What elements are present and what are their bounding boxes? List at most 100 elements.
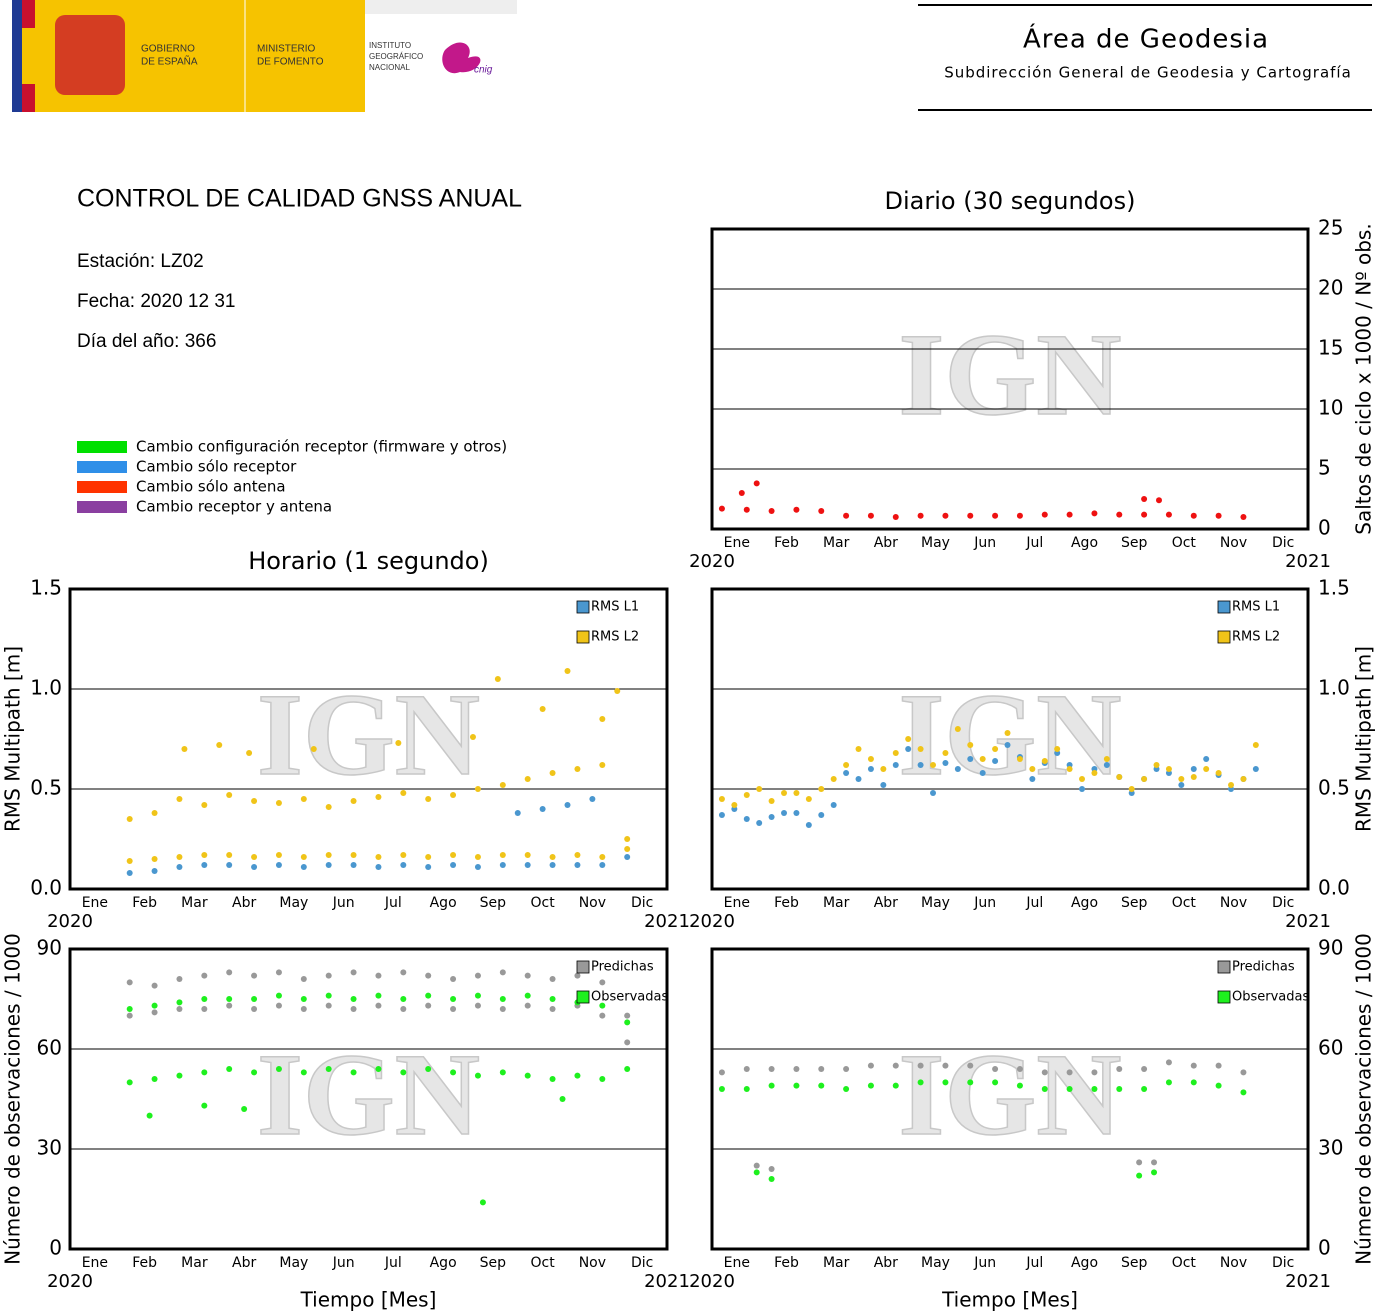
data-point <box>201 862 208 868</box>
year-label: 2020 <box>689 1271 735 1292</box>
y-tick-label: 1.0 <box>30 676 62 700</box>
data-point <box>176 999 183 1006</box>
legend-label: RMS L1 <box>1232 600 1280 615</box>
x-tick-label: Abr <box>874 1255 898 1271</box>
data-point <box>892 1062 899 1069</box>
data-point <box>474 1002 481 1009</box>
data-point <box>954 726 961 732</box>
data-point <box>1041 758 1048 764</box>
legend-swatch <box>1217 960 1231 974</box>
x-tick-label: Abr <box>232 895 256 911</box>
y-axis-label: Saltos de ciclo x 1000 / Nº obs. <box>1352 223 1376 534</box>
data-point <box>793 810 800 816</box>
x-axis-label: Tiempo [Mes] <box>300 1288 437 1312</box>
data-point <box>768 814 775 820</box>
data-point <box>967 512 974 519</box>
plot-frame <box>68 947 669 1251</box>
data-point <box>499 1006 506 1012</box>
data-point <box>499 1069 506 1076</box>
data-point <box>325 1066 332 1072</box>
data-point <box>549 854 556 860</box>
data-point <box>425 1066 432 1072</box>
data-point <box>718 1069 725 1076</box>
data-point <box>514 810 521 816</box>
data-point <box>743 1066 750 1072</box>
data-point <box>1066 511 1073 518</box>
data-point <box>275 852 282 858</box>
x-tick-label: Ago <box>1071 1255 1098 1271</box>
data-point <box>1203 766 1210 772</box>
data-point <box>599 979 606 986</box>
data-point <box>549 976 556 982</box>
data-point <box>599 862 606 868</box>
data-point <box>743 792 750 798</box>
data-point <box>226 792 233 798</box>
data-point <box>474 992 481 999</box>
data-point <box>599 1002 606 1009</box>
y-tick-label: 20 <box>1318 276 1343 300</box>
data-point <box>624 846 631 852</box>
data-point <box>624 1066 631 1072</box>
data-point <box>880 782 887 788</box>
change-label: Cambio sólo receptor <box>136 458 297 476</box>
year-label: 2020 <box>689 911 735 932</box>
data-point <box>756 786 763 792</box>
y-tick-label: 5 <box>1318 456 1331 480</box>
data-point <box>743 816 750 822</box>
data-point <box>524 776 531 782</box>
data-point <box>624 1039 631 1046</box>
x-tick-label: Jul <box>384 1255 402 1271</box>
data-point <box>917 746 924 752</box>
data-point <box>474 1072 481 1079</box>
data-point <box>781 790 788 796</box>
data-point <box>400 790 407 796</box>
data-point <box>126 1006 133 1012</box>
x-tick-label: Ene <box>724 895 750 911</box>
data-point <box>917 1079 924 1086</box>
instituto-line: GEOGRÁFICO <box>369 52 423 61</box>
ministerio-line: MINISTERIO <box>257 44 316 55</box>
data-point <box>830 802 837 808</box>
data-point <box>992 1079 999 1086</box>
legend-label: Predichas <box>591 960 654 975</box>
data-point <box>1151 1169 1158 1176</box>
year-label: 2020 <box>47 911 93 932</box>
plot-frame <box>710 227 1310 531</box>
data-point <box>425 972 432 979</box>
x-tick-label: Ago <box>430 1255 457 1271</box>
data-point <box>892 1082 899 1089</box>
data-point <box>479 1199 486 1206</box>
data-point <box>494 676 501 682</box>
data-point <box>251 1006 258 1012</box>
data-point <box>325 1002 332 1009</box>
data-point <box>805 822 812 828</box>
data-point <box>992 746 999 752</box>
data-point <box>400 862 407 868</box>
data-point <box>450 996 457 1002</box>
year-label: 2021 <box>644 911 690 932</box>
data-point <box>1066 766 1073 772</box>
data-point <box>176 1006 183 1012</box>
data-point <box>499 852 506 858</box>
data-point <box>126 870 133 876</box>
data-point <box>226 862 233 868</box>
flag-blue <box>12 0 22 112</box>
data-point <box>181 746 188 752</box>
data-point <box>793 790 800 796</box>
legend-swatch <box>576 600 590 614</box>
data-point <box>1103 762 1110 768</box>
data-point <box>843 512 850 519</box>
data-point <box>300 1069 307 1076</box>
data-point <box>1141 1066 1148 1072</box>
x-tick-label: Jul <box>1025 535 1043 551</box>
change-label: Cambio sólo antena <box>136 478 286 496</box>
data-point <box>350 852 357 858</box>
data-point <box>855 746 862 752</box>
data-point <box>599 716 606 722</box>
data-point <box>216 742 223 748</box>
data-point <box>624 854 631 860</box>
data-point <box>768 1082 775 1089</box>
data-point <box>905 736 912 742</box>
data-point <box>499 969 506 976</box>
data-point <box>624 836 631 842</box>
